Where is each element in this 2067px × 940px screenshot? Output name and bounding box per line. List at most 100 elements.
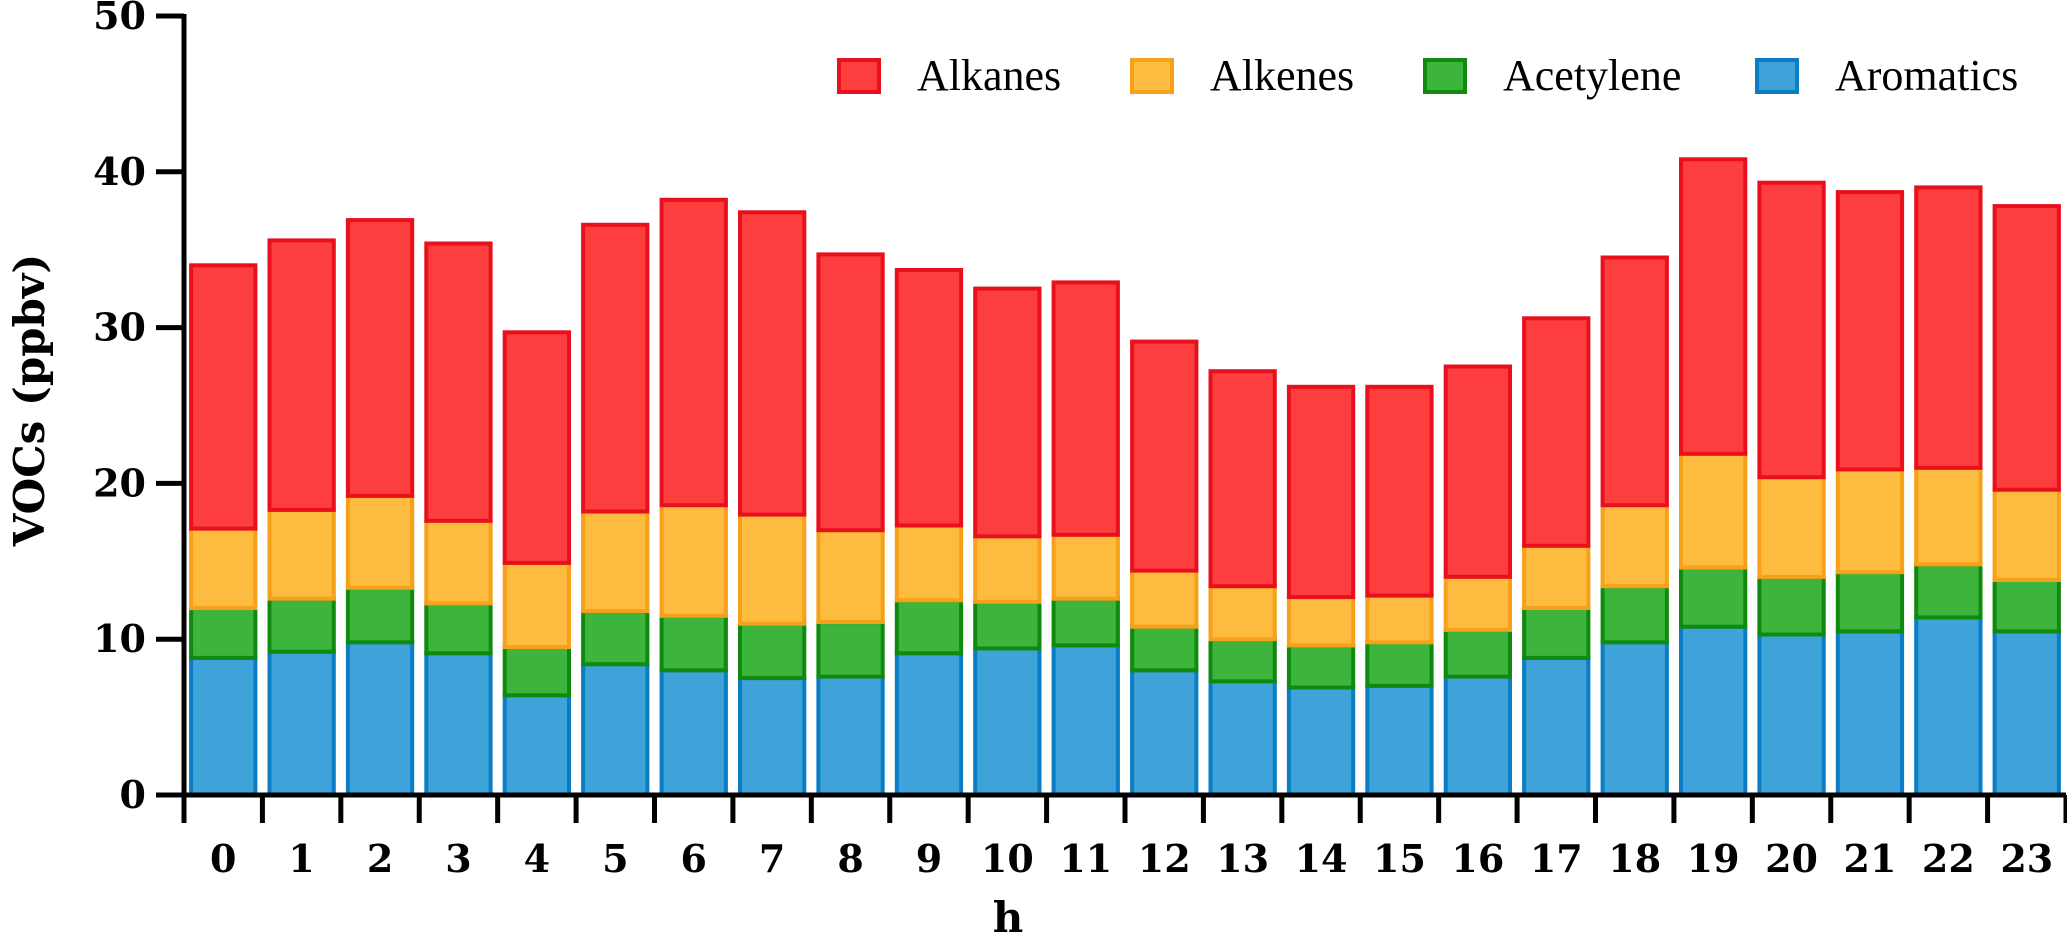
bar-alkanes-h3 xyxy=(424,241,493,523)
bars-group xyxy=(189,157,2061,798)
bar-acetylene-h5 xyxy=(581,609,650,667)
bar-aromatics-h1 xyxy=(267,649,336,798)
legend-label-acetylene: Acetylene xyxy=(1503,51,1681,100)
bar-acetylene-h16 xyxy=(1443,627,1512,679)
bar-alkanes-h23 xyxy=(1992,204,2061,492)
x-tick-label-0: 0 xyxy=(210,836,236,881)
x-tick-label-8: 8 xyxy=(837,836,863,881)
bar-acetylene-h23 xyxy=(1992,578,2061,634)
bar-aromatics-h6 xyxy=(659,668,728,798)
y-tick-label-10: 10 xyxy=(93,616,146,661)
x-tick-label-12: 12 xyxy=(1138,836,1191,881)
bar-alkanes-h7 xyxy=(738,210,807,517)
x-axis-title: h xyxy=(993,893,1024,940)
x-tick-label-21: 21 xyxy=(1844,836,1897,881)
bar-alkanes-h10 xyxy=(973,286,1042,539)
x-tick-label-20: 20 xyxy=(1765,836,1818,881)
bar-acetylene-h8 xyxy=(816,620,885,679)
bar-alkanes-h15 xyxy=(1365,384,1434,598)
bar-alkanes-h1 xyxy=(267,238,336,512)
y-tick-label-50: 50 xyxy=(93,0,146,38)
bar-alkenes-h4 xyxy=(502,560,572,650)
x-tick-label-17: 17 xyxy=(1530,836,1583,881)
x-tick-label-10: 10 xyxy=(981,836,1034,881)
y-tick-label-30: 30 xyxy=(93,305,146,350)
bar-alkenes-h9 xyxy=(894,523,964,603)
bar-acetylene-h4 xyxy=(502,645,572,698)
bar-aromatics-h22 xyxy=(1914,615,1983,798)
bar-aromatics-h13 xyxy=(1208,679,1277,797)
bar-alkanes-h22 xyxy=(1914,185,1983,470)
bar-alkanes-h19 xyxy=(1679,157,1748,456)
bar-acetylene-h18 xyxy=(1600,584,1669,645)
bar-alkanes-h14 xyxy=(1286,384,1356,600)
x-tick-label-11: 11 xyxy=(1059,836,1112,881)
bar-acetylene-h19 xyxy=(1679,565,1748,629)
bar-acetylene-h10 xyxy=(973,599,1042,651)
bar-alkanes-h5 xyxy=(581,222,650,514)
bar-acetylene-h11 xyxy=(1051,596,1120,648)
bar-alkenes-h14 xyxy=(1286,595,1356,648)
bar-alkenes-h15 xyxy=(1365,593,1434,645)
bar-alkenes-h20 xyxy=(1757,475,1826,579)
bar-alkenes-h7 xyxy=(738,512,807,626)
bar-aromatics-h8 xyxy=(816,674,885,797)
bar-aromatics-h23 xyxy=(1992,629,2061,798)
bar-alkenes-h12 xyxy=(1130,568,1199,629)
bar-aromatics-h19 xyxy=(1679,624,1748,798)
bar-acetylene-h22 xyxy=(1914,562,1983,620)
bar-acetylene-h21 xyxy=(1835,570,1905,634)
bar-acetylene-h0 xyxy=(189,606,258,660)
bar-aromatics-h11 xyxy=(1051,643,1120,798)
x-tick-label-19: 19 xyxy=(1687,836,1740,881)
legend-swatch-aromatics xyxy=(1755,58,1799,94)
bar-alkenes-h21 xyxy=(1835,467,1905,575)
x-tick-label-16: 16 xyxy=(1451,836,1504,881)
bar-alkanes-h20 xyxy=(1757,180,1826,480)
bar-acetylene-h9 xyxy=(894,598,964,656)
x-tick-label-18: 18 xyxy=(1608,836,1661,881)
bar-aromatics-h4 xyxy=(502,693,572,797)
bar-aromatics-h15 xyxy=(1365,683,1434,798)
bar-acetylene-h13 xyxy=(1208,637,1277,684)
bar-aromatics-h0 xyxy=(189,655,258,798)
bar-aromatics-h5 xyxy=(581,662,650,797)
bar-alkenes-h13 xyxy=(1208,584,1277,642)
legend-swatch-alkenes xyxy=(1130,58,1174,94)
bar-alkenes-h23 xyxy=(1992,487,2061,583)
bar-aromatics-h18 xyxy=(1600,640,1669,797)
bar-alkanes-h8 xyxy=(816,252,885,533)
bar-alkanes-h16 xyxy=(1443,364,1512,579)
bar-alkanes-h18 xyxy=(1600,255,1669,508)
y-tick-label-40: 40 xyxy=(93,149,146,194)
legend-label-aromatics: Aromatics xyxy=(1835,51,2018,100)
bar-alkenes-h11 xyxy=(1051,532,1120,601)
bar-alkanes-h9 xyxy=(894,268,964,528)
bar-alkenes-h18 xyxy=(1600,503,1669,589)
y-tick-label-0: 0 xyxy=(120,772,146,817)
bar-alkenes-h5 xyxy=(581,509,650,614)
x-tick-label-9: 9 xyxy=(916,836,942,881)
bar-alkenes-h19 xyxy=(1679,451,1748,570)
bar-aromatics-h21 xyxy=(1835,629,1905,798)
x-tick-label-3: 3 xyxy=(445,836,471,881)
x-tick-label-6: 6 xyxy=(680,836,706,881)
bar-acetylene-h1 xyxy=(267,596,336,654)
legend-swatch-alkanes xyxy=(837,58,881,94)
bar-alkenes-h0 xyxy=(189,526,258,611)
bar-alkanes-h13 xyxy=(1208,369,1277,589)
x-tick-label-2: 2 xyxy=(367,836,393,881)
bar-alkenes-h16 xyxy=(1443,574,1512,632)
bar-alkanes-h0 xyxy=(189,263,258,531)
bar-alkanes-h4 xyxy=(502,330,572,565)
bar-alkenes-h2 xyxy=(345,493,415,590)
bar-alkenes-h3 xyxy=(424,518,493,606)
bar-aromatics-h12 xyxy=(1130,668,1199,798)
bar-aromatics-h17 xyxy=(1522,655,1591,798)
bar-aromatics-h9 xyxy=(894,651,964,798)
legend-label-alkanes: Alkanes xyxy=(917,51,1061,100)
bar-aromatics-h3 xyxy=(424,651,493,798)
x-tick-label-22: 22 xyxy=(1922,836,1975,881)
